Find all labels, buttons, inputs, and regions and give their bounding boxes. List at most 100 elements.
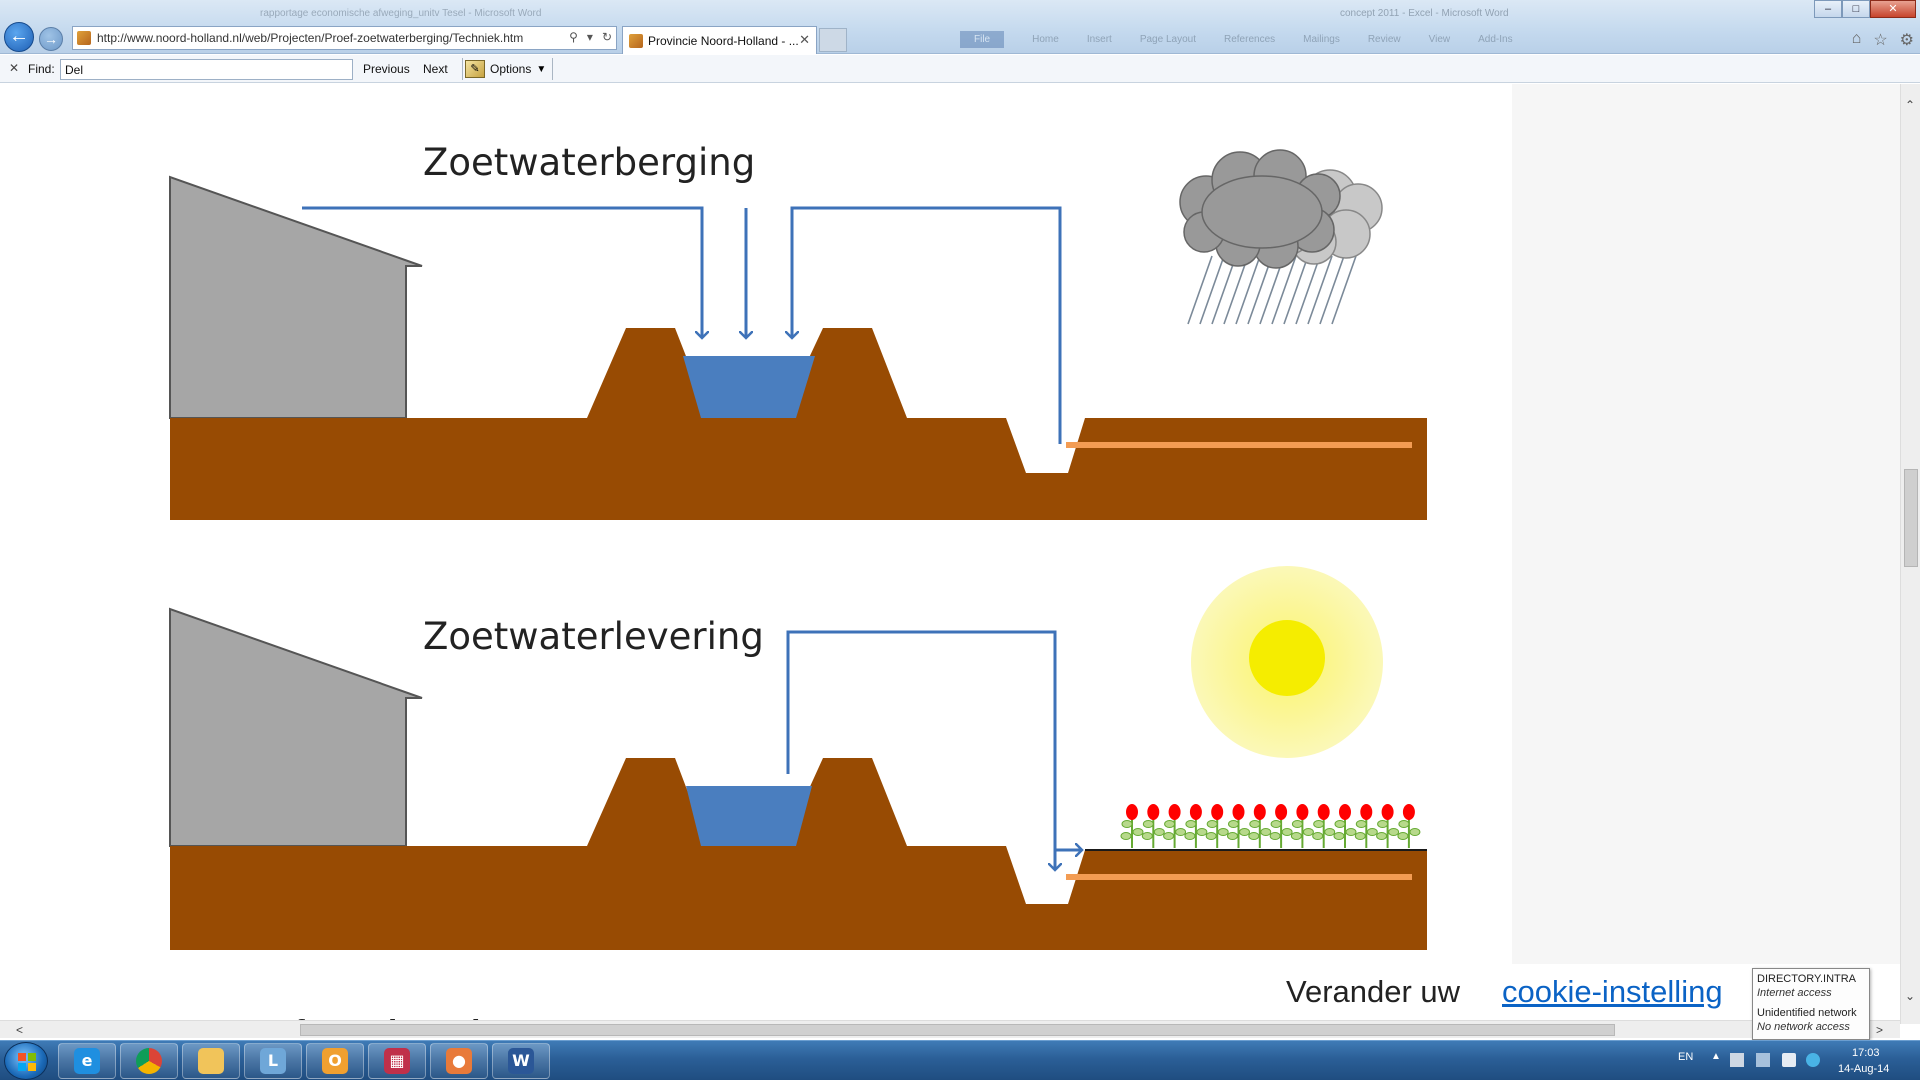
back-button[interactable]: ← <box>4 22 34 52</box>
building-shape-2 <box>169 607 423 847</box>
water-basin-2 <box>686 786 812 846</box>
maximize-button[interactable]: □ <box>1842 0 1870 18</box>
dropdown-arrow-icon[interactable]: ▾ <box>586 30 593 44</box>
vertical-scrollbar[interactable]: ⌃ ⌄ <box>1900 84 1920 1024</box>
taskbar-outlook[interactable]: O <box>306 1043 364 1079</box>
home-icon[interactable]: ⌂ <box>1851 30 1862 47</box>
address-bar[interactable]: http://www.noord-holland.nl/web/Projecte… <box>72 26 617 50</box>
volume-icon[interactable] <box>1782 1053 1796 1067</box>
refresh-icon[interactable]: ↻ <box>601 30 612 44</box>
display-icon[interactable] <box>1756 1053 1770 1067</box>
drain-pipe-2 <box>1066 874 1412 880</box>
taskbar: e L O ▦ ● W EN ▲ 17:03 14-Aug-14 <box>0 1040 1920 1080</box>
minimize-button[interactable]: – <box>1814 0 1842 18</box>
clock-time[interactable]: 17:03 <box>1852 1047 1880 1059</box>
building-shape <box>169 175 423 419</box>
tulip-flower <box>1248 804 1272 848</box>
soil-ground-2 <box>170 758 1427 950</box>
tulip-flower <box>1376 804 1400 848</box>
tulip-flower <box>1354 804 1378 848</box>
horizontal-scroll-thumb[interactable] <box>300 1024 1615 1036</box>
find-bar: ✕ Find: Previous Next ✎ Options ▼ <box>0 55 1920 83</box>
tulip-flower <box>1227 804 1250 848</box>
network-domain-status: Internet access <box>1757 987 1832 999</box>
action-center-icon[interactable] <box>1730 1053 1744 1067</box>
taskbar-chrome[interactable] <box>120 1043 178 1079</box>
remote-desktop-icon: L <box>260 1048 286 1074</box>
clock-date[interactable]: 14-Aug-14 <box>1838 1063 1890 1075</box>
options-label: Options <box>490 62 532 76</box>
taskbar-paint[interactable]: ● <box>430 1043 488 1079</box>
scroll-up-icon[interactable]: ⌃ <box>1905 98 1916 112</box>
tab-title: Provincie Noord-Holland - ... <box>648 33 799 48</box>
folder-icon <box>198 1048 224 1074</box>
favorites-star-icon[interactable]: ☆ <box>1873 32 1888 49</box>
tulip-flower <box>1141 804 1165 848</box>
language-indicator[interactable]: EN <box>1678 1051 1694 1063</box>
find-close-icon[interactable]: ✕ <box>9 61 20 75</box>
forward-button[interactable]: → <box>39 27 63 51</box>
browser-titlebar: rapportage economische afweging_unitv Te… <box>0 0 1920 54</box>
tulip-field <box>1120 804 1421 848</box>
section-heading-partial: Referentieproje <box>250 1014 499 1024</box>
tulip-flower <box>1184 804 1208 848</box>
find-input[interactable] <box>60 59 353 80</box>
settings-gear-icon[interactable]: ⚙ <box>1899 32 1914 49</box>
site-favicon-icon <box>77 31 91 45</box>
network-status-tooltip: DIRECTORY.INTRA Internet access Unidenti… <box>1752 968 1870 1040</box>
close-button[interactable]: ✕ <box>1870 0 1916 18</box>
chrome-icon <box>136 1048 162 1074</box>
tulip-flower <box>1163 804 1187 848</box>
tulip-flower <box>1269 804 1293 848</box>
tulip-flower <box>1397 804 1421 848</box>
scroll-down-icon[interactable]: ⌄ <box>1905 989 1916 1003</box>
title-zoetwaterberging: Zoetwaterberging <box>423 141 755 184</box>
taskbar-file-explorer[interactable] <box>182 1043 240 1079</box>
show-hidden-icons-icon[interactable]: ▲ <box>1711 1051 1721 1062</box>
flow-arrow-left <box>302 206 702 338</box>
scroll-right-icon[interactable]: > <box>1876 1023 1884 1037</box>
new-tab-button[interactable] <box>819 28 847 52</box>
start-button[interactable] <box>4 1042 48 1080</box>
taskbar-save-app[interactable]: ▦ <box>368 1043 426 1079</box>
horizontal-scrollbar[interactable]: < > <box>0 1020 1900 1038</box>
tulip-flower <box>1333 804 1357 848</box>
rain-cloud-icon <box>1179 149 1383 325</box>
taskbar-word[interactable]: W <box>492 1043 550 1079</box>
search-icon[interactable]: ⚲ <box>569 30 578 44</box>
network-icon[interactable] <box>1806 1053 1820 1067</box>
water-basin <box>683 356 815 418</box>
tab-provincie-noord-holland[interactable]: Provincie Noord-Holland - ... ✕ <box>622 26 817 54</box>
paint-palette-icon: ● <box>446 1048 472 1074</box>
drain-pipe <box>1066 442 1412 448</box>
background-word-ribbon: File Home Insert Page Layout References Maili… <box>960 28 1820 50</box>
vertical-scroll-thumb[interactable] <box>1904 469 1918 567</box>
tulip-flower <box>1312 804 1336 848</box>
tab-close-icon[interactable]: ✕ <box>799 32 810 47</box>
taskbar-remote-desktop[interactable]: L <box>244 1043 302 1079</box>
water-diagram: Zoetwaterberging <box>169 141 1427 950</box>
panel-storage: Zoetwaterberging <box>169 141 1427 520</box>
highlight-pencil-icon[interactable]: ✎ <box>465 60 485 78</box>
background-window-title-2: concept 2011 - Excel - Microsoft Word <box>1340 8 1509 19</box>
sun-icon <box>1191 566 1383 758</box>
soil-ground <box>170 328 1427 520</box>
find-next-button[interactable]: Next <box>423 62 448 76</box>
tulip-flower <box>1120 804 1144 848</box>
network-unidentified-status: No network access <box>1757 1021 1850 1033</box>
floppy-disk-icon: ▦ <box>384 1048 410 1074</box>
find-options-button[interactable]: ✎ Options ▼ <box>462 58 554 80</box>
supply-arrow <box>786 630 1055 870</box>
flow-arrow-right <box>792 206 1062 444</box>
internet-explorer-icon: e <box>74 1048 100 1074</box>
address-url[interactable]: http://www.noord-holland.nl/web/Projecte… <box>97 31 524 45</box>
web-page: Zoetwaterberging <box>0 84 1900 1024</box>
taskbar-internet-explorer[interactable]: e <box>58 1043 116 1079</box>
scroll-left-icon[interactable]: < <box>16 1023 24 1037</box>
tulip-flower <box>1290 804 1314 848</box>
cookie-settings-link[interactable]: cookie-instelling <box>1502 974 1723 1009</box>
background-window-title: rapportage economische afweging_unitv Te… <box>260 8 542 19</box>
chevron-down-icon: ▼ <box>536 63 547 75</box>
find-previous-button[interactable]: Previous <box>363 62 410 76</box>
window-controls: – □ ✕ <box>1814 0 1916 18</box>
